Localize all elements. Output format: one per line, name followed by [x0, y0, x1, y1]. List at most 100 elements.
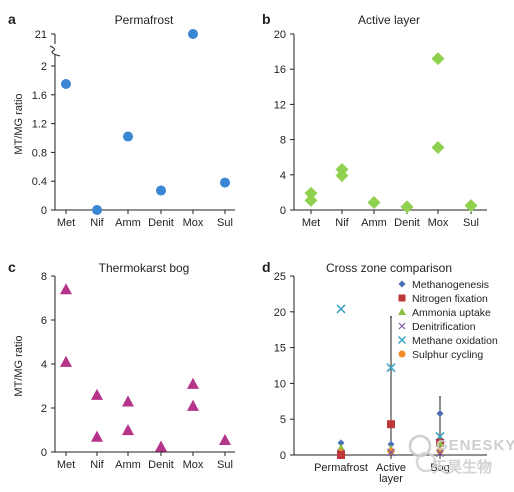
data-point: [61, 79, 71, 89]
data-point: [92, 205, 102, 215]
x-tick-label: Permafrost: [314, 462, 368, 474]
panel-a-ylabel: MT/MG ratio: [13, 93, 25, 154]
panel-letter-b: b: [262, 11, 271, 27]
data-point: [91, 388, 103, 400]
x-tick-label: Nif: [90, 459, 104, 471]
panel-d-title: Cross zone comparison: [326, 261, 452, 275]
panel-a-title: Permafrost: [115, 13, 174, 27]
legend-label: Nitrogen fixation: [412, 293, 488, 305]
x-tick-label: Sul: [217, 459, 233, 471]
axis-break-mark: [49, 45, 61, 57]
panel-letter-c: c: [8, 259, 16, 275]
legend-label: Denitrification: [412, 321, 476, 333]
x-tick-label: Nif: [335, 217, 349, 229]
data-point: [367, 196, 381, 210]
y-tick-label: 2: [41, 403, 47, 415]
x-tick-label: Denit: [148, 459, 174, 471]
data-point: [431, 52, 445, 66]
x-tick-label: Nif: [90, 217, 104, 229]
data-point: [436, 449, 444, 458]
x-tick-label: Active: [376, 462, 406, 474]
data-point: [304, 193, 318, 207]
legend-marker: [398, 322, 406, 330]
legend-item: Nitrogen fixation: [398, 293, 488, 305]
data-point: [219, 433, 231, 445]
y-tick-label: 8: [41, 271, 47, 283]
legend-label: Methanogenesis: [412, 279, 489, 291]
legend-item: Methanogenesis: [398, 279, 489, 291]
y-tick-label: 10: [274, 378, 286, 390]
data-point: [155, 440, 167, 452]
data-point: [91, 430, 103, 442]
data-point: [386, 363, 396, 373]
y-tick-label: 4: [280, 170, 286, 182]
data-point: [187, 399, 199, 411]
data-point: [337, 439, 345, 447]
x-tick-label: Met: [57, 217, 75, 229]
data-point: [220, 177, 230, 188]
panel-d-legend: Methanogenesis Nitrogen fixation Ammonia u…: [397, 279, 498, 361]
data-point: [387, 440, 395, 448]
data-point: [188, 29, 198, 39]
y-tick-label: 2: [41, 61, 47, 73]
legend-marker: [397, 335, 407, 345]
y-tick-label: 0.8: [32, 147, 47, 159]
data-point: [60, 355, 72, 367]
watermark-text-en: GENESKY: [436, 437, 514, 454]
data-point: [436, 439, 444, 447]
x-tick-label: Sul: [217, 217, 233, 229]
legend-marker: [398, 308, 406, 315]
data-point: [436, 447, 444, 455]
data-point: [387, 448, 395, 457]
y-tick-label: 0: [41, 205, 47, 217]
data-point: [337, 451, 345, 459]
panel-c-ylabel: MT/MG ratio: [13, 335, 25, 396]
legend-marker: [398, 294, 406, 302]
x-tick-label: layer: [379, 473, 403, 485]
x-tick-label: Amm: [115, 459, 141, 471]
data-point: [387, 447, 395, 455]
y-tick-label: 20: [274, 307, 286, 319]
axis-break-gap: [49, 44, 61, 54]
x-tick-label: Amm: [115, 217, 141, 229]
watermark-text-cn: 天昊生物: [432, 458, 492, 476]
y-tick-label: 0: [41, 447, 47, 459]
y-tick-label: 25: [274, 271, 286, 283]
legend-label: Methane oxidation: [412, 335, 498, 347]
panel-b-title: Active layer: [358, 13, 420, 27]
panel-letter-d: d: [262, 259, 271, 275]
data-point: [60, 283, 72, 295]
x-tick-label: Amm: [361, 217, 387, 229]
data-point: [400, 200, 414, 214]
data-point: [187, 377, 199, 389]
y-tick-label: 15: [274, 343, 286, 355]
x-tick-label: Mox: [183, 217, 204, 229]
legend-label: Ammonia uptake: [412, 307, 491, 319]
data-point: [123, 131, 133, 142]
data-point: [122, 395, 134, 407]
y-tick-label: 16: [274, 64, 286, 76]
data-point: [156, 185, 166, 196]
data-point: [122, 424, 134, 436]
x-tick-label: Met: [302, 217, 320, 229]
y-tick-label: 21: [35, 29, 47, 41]
x-tick-label: Denit: [394, 217, 420, 229]
x-tick-label: Sul: [463, 217, 479, 229]
legend-item: Methane oxidation: [397, 335, 498, 347]
data-point: [337, 443, 345, 451]
x-tick-label: Met: [57, 459, 75, 471]
y-tick-label: 0: [280, 450, 286, 462]
y-tick-label: 1.6: [32, 90, 47, 102]
x-tick-label: Mox: [428, 217, 449, 229]
data-point: [436, 409, 444, 417]
panel-letter-a: a: [8, 11, 16, 27]
y-tick-label: 5: [280, 414, 286, 426]
data-point: [387, 420, 395, 429]
x-tick-label: Mox: [183, 459, 204, 471]
legend-item: Sulphur cycling: [398, 349, 483, 361]
legend-marker: [398, 350, 406, 358]
x-tick-label: Denit: [148, 217, 174, 229]
y-tick-label: 8: [280, 135, 286, 147]
y-tick-label: 12: [274, 99, 286, 111]
